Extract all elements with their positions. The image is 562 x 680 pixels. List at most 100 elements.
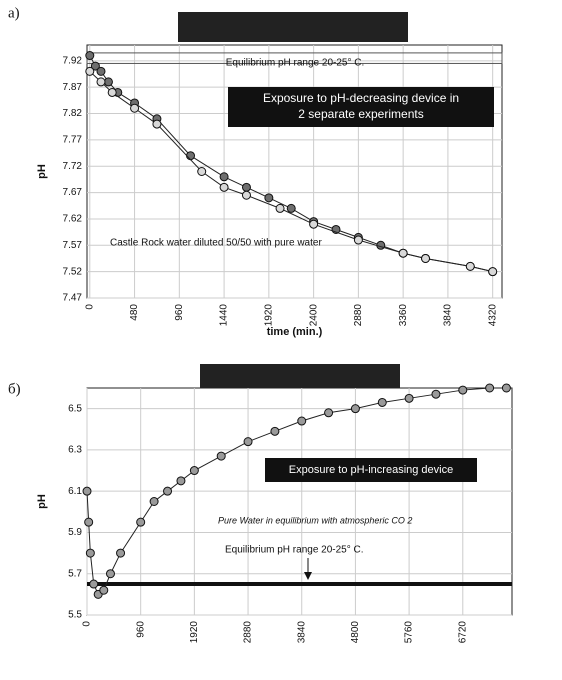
point xyxy=(350,404,360,414)
x-tick-label: 960 xyxy=(135,621,146,638)
point xyxy=(501,383,511,393)
annotation: Equilibrium pH range 20-25° C. xyxy=(226,58,365,69)
point xyxy=(96,77,106,87)
point xyxy=(136,517,146,527)
x-tick-label: 0 xyxy=(82,621,93,627)
x-tick-label: 0 xyxy=(84,304,95,310)
point xyxy=(241,190,251,200)
point xyxy=(85,51,95,61)
point xyxy=(458,385,468,395)
x-tick-label: 3360 xyxy=(398,304,409,327)
point xyxy=(404,393,414,403)
point xyxy=(116,548,126,558)
point xyxy=(270,426,280,436)
point xyxy=(84,517,94,527)
y-tick-label: 5.7 xyxy=(68,568,82,579)
point xyxy=(398,248,408,258)
point xyxy=(353,235,363,245)
point xyxy=(324,408,334,418)
point xyxy=(82,486,92,496)
point xyxy=(197,167,207,176)
y-tick-label: 7.52 xyxy=(63,266,83,277)
y-tick-label: 7.62 xyxy=(63,214,83,225)
point xyxy=(189,466,199,476)
point xyxy=(421,253,431,263)
title-bar xyxy=(200,364,400,391)
point xyxy=(99,585,109,595)
point xyxy=(107,87,117,97)
point xyxy=(309,219,319,229)
annotation: Exposure to pH-increasing device xyxy=(289,464,453,476)
point xyxy=(219,172,229,182)
x-tick-label: 2880 xyxy=(353,304,364,327)
y-tick-label: 7.72 xyxy=(63,161,83,172)
annotation-line: 2 separate experiments xyxy=(298,107,423,121)
x-tick-label: 1920 xyxy=(189,621,200,644)
panel-label: а) xyxy=(8,5,20,21)
y-axis-label: pH xyxy=(36,164,48,179)
point xyxy=(96,66,106,76)
y-tick-label: 6.1 xyxy=(68,486,82,497)
annotation: Castle Rock water diluted 50/50 with pur… xyxy=(110,238,322,249)
point xyxy=(297,416,307,426)
x-axis-label: time (min.) xyxy=(267,326,323,338)
annotation-box xyxy=(265,458,477,482)
point xyxy=(130,103,140,113)
point xyxy=(149,497,159,506)
annotation-line: Exposure to pH-decreasing device in xyxy=(263,91,459,105)
x-tick-label: 3840 xyxy=(443,304,454,327)
y-tick-label: 5.5 xyxy=(68,610,82,621)
x-tick-label: 4800 xyxy=(350,621,361,644)
annotation: Exposure to pH-decreasing device in 2 sep… xyxy=(263,91,459,121)
point xyxy=(485,383,495,393)
point xyxy=(89,579,99,589)
point xyxy=(275,203,285,213)
point xyxy=(465,261,475,271)
point xyxy=(488,267,498,277)
point xyxy=(90,61,100,71)
y-tick-label: 7.57 xyxy=(63,240,83,251)
title-bar xyxy=(178,12,408,42)
point xyxy=(152,119,162,129)
point xyxy=(105,569,115,579)
x-tick-label: 4320 xyxy=(487,304,498,327)
point xyxy=(431,389,441,399)
y-tick-label: 7.82 xyxy=(63,108,83,119)
y-tick-label: 7.92 xyxy=(63,55,83,66)
x-tick-label: 1440 xyxy=(219,304,230,327)
point xyxy=(264,193,274,203)
x-tick-label: 3840 xyxy=(296,621,307,644)
x-tick-label: 480 xyxy=(129,304,140,321)
point xyxy=(219,182,229,192)
point xyxy=(103,77,113,87)
point xyxy=(241,182,251,192)
plot-area xyxy=(86,44,503,299)
x-tick-label: 1920 xyxy=(263,304,274,327)
y-tick-label: 7.67 xyxy=(63,187,83,198)
panel-label: б) xyxy=(8,381,21,397)
point xyxy=(176,476,186,486)
point xyxy=(85,548,95,558)
point xyxy=(186,151,196,161)
y-tick-label: 7.47 xyxy=(63,293,83,304)
x-tick-label: 960 xyxy=(174,304,185,321)
point xyxy=(286,203,296,213)
x-tick-label: 5760 xyxy=(404,621,415,644)
x-tick-label: 2880 xyxy=(243,621,254,644)
point xyxy=(216,451,226,461)
y-tick-label: 7.77 xyxy=(63,135,83,146)
arrow-head xyxy=(304,572,312,580)
point xyxy=(243,437,253,447)
x-tick-label: 6720 xyxy=(457,621,468,644)
y-tick-label: 6.5 xyxy=(68,403,82,414)
annotation: Equilibrium pH range 20-25° C. xyxy=(225,545,364,556)
point xyxy=(377,397,387,407)
y-tick-label: 6.3 xyxy=(68,445,82,456)
y-tick-label: 5.9 xyxy=(68,527,82,538)
point xyxy=(163,486,173,496)
point xyxy=(85,66,95,76)
y-axis-label: pH xyxy=(36,494,48,509)
annotation-box xyxy=(228,87,494,127)
annotation: Pure Water in equilibrium with atmospher… xyxy=(218,515,412,525)
